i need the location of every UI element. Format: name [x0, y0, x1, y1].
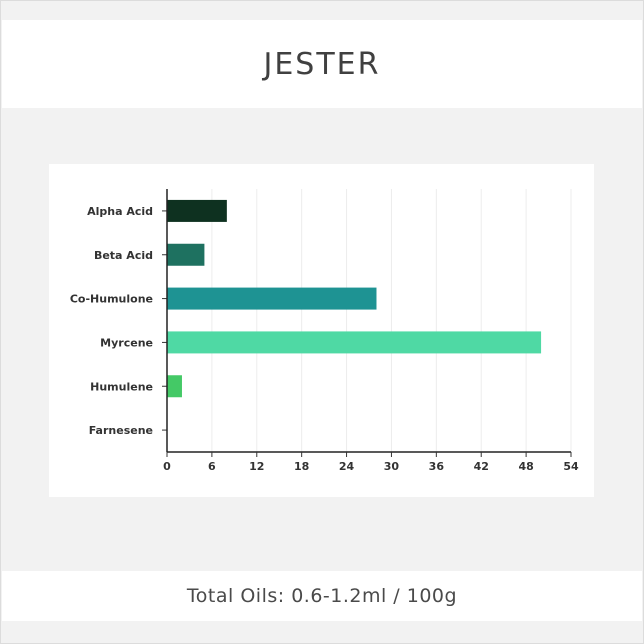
bar-beta-acid — [167, 243, 205, 266]
bar-humulene — [167, 375, 182, 398]
category-label: Farnesene — [89, 424, 153, 437]
x-tick-label: 48 — [518, 460, 533, 473]
category-label: Alpha Acid — [87, 205, 153, 218]
category-label: Co-Humulone — [70, 293, 153, 306]
bar-chart: Alpha Acid Beta Acid Co-Humulone Myrcene Hum… — [70, 189, 579, 473]
title-bar: JESTER — [2, 20, 642, 108]
x-tick-label: 12 — [249, 460, 264, 473]
x-tick-label: 0 — [163, 460, 171, 473]
bar-co-humulone — [167, 287, 377, 310]
category-label: Beta Acid — [94, 249, 153, 262]
x-tick-label: 36 — [429, 460, 445, 473]
x-tick-label: 42 — [474, 460, 489, 473]
x-tick-label: 6 — [208, 460, 216, 473]
footer-bar: Total Oils: 0.6-1.2ml / 100g — [2, 571, 642, 621]
x-tick-label: 30 — [384, 460, 400, 473]
x-tick-label: 24 — [339, 460, 355, 473]
category-label: Myrcene — [100, 336, 153, 349]
bar-alpha-acid — [167, 199, 227, 222]
category-label: Humulene — [90, 380, 153, 393]
total-oils-label: Total Oils: 0.6-1.2ml / 100g — [186, 585, 458, 607]
x-tick-label: 54 — [563, 460, 579, 473]
page-title: JESTER — [263, 46, 381, 82]
bar-myrcene — [167, 331, 542, 354]
x-tick-label: 18 — [294, 460, 309, 473]
chart-card: Alpha Acid Beta Acid Co-Humulone Myrcene Hum… — [49, 164, 594, 497]
